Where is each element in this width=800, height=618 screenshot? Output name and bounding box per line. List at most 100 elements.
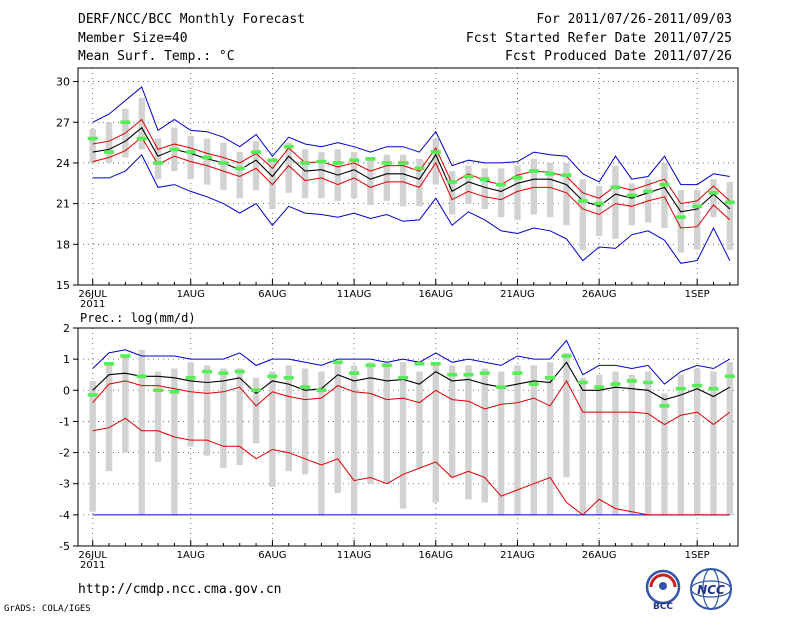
chart0-observation-marker xyxy=(234,166,245,171)
chart0-observation-marker xyxy=(496,182,507,187)
chart0-ensemble-box xyxy=(726,181,734,250)
chart1-x-tick-label: 6AUG xyxy=(258,550,286,561)
chart1-ensemble-box xyxy=(644,371,652,515)
chart0-observation-marker xyxy=(218,161,229,165)
chart0-observation-marker xyxy=(332,161,343,165)
chart1-observation-marker xyxy=(87,393,98,397)
chart1-ensemble-box xyxy=(220,368,227,469)
chart0-lower-spread-line xyxy=(92,136,731,229)
chart1-x-tick-label: 16AUG xyxy=(418,550,453,561)
chart0-ensemble-box xyxy=(350,152,358,199)
chart1-ensemble-box xyxy=(367,362,374,484)
chart0-ensemble-box xyxy=(661,162,668,229)
chart0-observation-marker xyxy=(251,150,262,154)
chart1-x-tick-label: 26JUL xyxy=(78,550,107,561)
chart1-ensemble-box xyxy=(203,365,211,456)
chart1-ensemble-box xyxy=(710,371,717,515)
chart0-observation-marker xyxy=(283,144,294,149)
chart1-observation-marker xyxy=(463,372,474,377)
chart1-observation-marker xyxy=(381,363,392,368)
chart0-observation-marker xyxy=(463,174,474,179)
chart0-ensemble-box xyxy=(301,149,309,199)
chart1-observation-marker xyxy=(251,388,262,393)
chart0-y-tick-label: 18 xyxy=(56,238,70,251)
chart1-observation-marker xyxy=(349,371,360,375)
chart0-ensemble-box xyxy=(595,185,603,237)
ncc-logo-text: NCC xyxy=(697,583,725,597)
forecast-range: For 2011/07/26-2011/09/03 xyxy=(536,12,732,27)
chart0-ensemble-box xyxy=(105,122,113,163)
chart0-upper-spread-line xyxy=(92,118,731,205)
chart0-observation-marker xyxy=(153,161,164,165)
chart1-observation-marker xyxy=(104,362,115,366)
chart0-observation-marker xyxy=(316,159,327,164)
chart1-observation-marker xyxy=(365,363,376,368)
chart1-observation-marker xyxy=(316,388,327,393)
chart1-x-tick-sublabel: 2011 xyxy=(80,560,105,571)
chart0-observation-marker xyxy=(185,150,196,154)
chart0-x-tick-label: 21AUG xyxy=(500,289,535,300)
chart1-upper-spread-line xyxy=(92,379,731,426)
chart1-plot-frame xyxy=(77,327,739,547)
chart1-ensemble-box xyxy=(595,374,603,515)
chart0-ensemble-box xyxy=(220,142,227,191)
chart1-ensemble-box xyxy=(187,362,194,447)
chart0-observation-marker xyxy=(398,161,409,165)
chart0-ensemble-box xyxy=(252,141,260,191)
chart1-ensemble-box xyxy=(171,368,178,515)
chart1-y-tick-label: 2 xyxy=(63,322,70,335)
chart1-observation-marker xyxy=(496,385,507,389)
chart1-ensemble-box xyxy=(318,371,325,515)
chart1-observation-marker xyxy=(659,404,670,408)
chart0-ensemble-box xyxy=(285,142,292,193)
chart0-ensemble-box xyxy=(628,183,636,226)
chart0-plot-frame xyxy=(77,67,739,286)
chart0-ensemble-box xyxy=(367,157,374,205)
chart0-x-tick-sublabel: 2011 xyxy=(80,299,105,310)
member-size: Member Size=40 xyxy=(78,31,188,46)
chart1-observation-marker xyxy=(414,362,425,366)
chart1-ensemble-box xyxy=(677,374,685,515)
chart0-max-line xyxy=(92,86,730,186)
chart1-ensemble-box xyxy=(383,362,390,484)
chart0-ensemble-box xyxy=(399,154,407,207)
chart0-observation-marker xyxy=(643,189,654,194)
chart0-y-tick-label: 15 xyxy=(56,279,70,292)
chart0-x-tick-label: 11AUG xyxy=(337,289,372,300)
chart0-y-tick-label: 30 xyxy=(56,76,70,89)
chart0-x-tick-label: 1AUG xyxy=(177,289,205,300)
chart1-ensemble-box xyxy=(122,356,129,453)
chart0-observation-marker xyxy=(545,171,556,176)
chart1-ensemble-box xyxy=(89,380,96,512)
bcc-logo: BCC xyxy=(645,569,681,611)
chart1-ensemble-box xyxy=(612,371,619,515)
chart0-y-tick-label: 21 xyxy=(56,198,70,211)
chart1-observation-marker xyxy=(561,354,572,358)
chart1-ensemble-box xyxy=(432,362,439,503)
chart0-ensemble-box xyxy=(89,129,96,163)
chart0-x-tick-label: 16AUG xyxy=(418,289,453,300)
chart0-observation-marker xyxy=(169,147,180,152)
chart0-observation-marker xyxy=(659,182,670,187)
chart1-x-tick-label: 11AUG xyxy=(337,550,372,561)
chart0-observation-marker xyxy=(365,157,376,161)
chart0-ensemble-box xyxy=(546,162,554,218)
chart0-ensemble-box xyxy=(187,135,194,180)
chart1-ensemble-box xyxy=(138,349,145,515)
chart0-ensemble-box xyxy=(318,152,325,199)
chart1-ensemble-box xyxy=(579,377,587,515)
chart0-ensemble-box xyxy=(448,171,456,215)
chart1-observation-marker xyxy=(283,376,294,380)
chart1-y-tick-label: -2 xyxy=(59,447,70,460)
chart0-observation-marker xyxy=(577,199,588,203)
chart0-observation-marker xyxy=(381,161,392,165)
chart0-y-tick-label: 24 xyxy=(56,157,70,170)
chart1-observation-marker xyxy=(675,386,686,391)
chart1-ensemble-box xyxy=(269,371,276,487)
chart1-ensemble-mean-line xyxy=(92,361,731,401)
chart0-ensemble-box xyxy=(514,165,521,220)
chart1-observation-marker xyxy=(202,369,213,374)
chart1-ensemble-box xyxy=(465,365,472,500)
bcc-logo-text: BCC xyxy=(653,602,673,611)
